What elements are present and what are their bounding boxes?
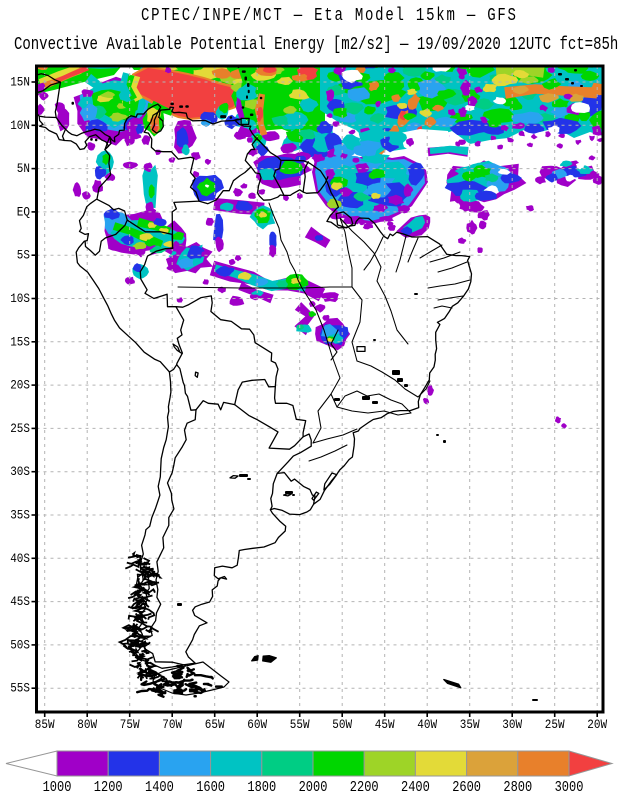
- svg-text:15S: 15S: [10, 334, 30, 349]
- svg-text:80W: 80W: [77, 717, 97, 732]
- svg-text:1800: 1800: [247, 780, 276, 797]
- svg-text:85W: 85W: [35, 717, 55, 732]
- svg-text:10S: 10S: [10, 291, 30, 306]
- svg-text:40W: 40W: [417, 717, 437, 732]
- svg-text:10N: 10N: [10, 118, 30, 133]
- svg-text:40S: 40S: [10, 551, 30, 566]
- svg-text:2400: 2400: [401, 780, 430, 797]
- svg-text:5S: 5S: [17, 248, 30, 263]
- svg-text:55W: 55W: [290, 717, 310, 732]
- svg-text:45W: 45W: [375, 717, 395, 732]
- svg-text:15N: 15N: [10, 75, 30, 90]
- svg-text:5N: 5N: [17, 161, 30, 176]
- svg-text:3000: 3000: [555, 780, 584, 797]
- svg-text:20S: 20S: [10, 378, 30, 393]
- svg-text:35S: 35S: [10, 508, 30, 523]
- svg-text:25S: 25S: [10, 421, 30, 436]
- svg-text:25W: 25W: [545, 717, 565, 732]
- svg-text:50W: 50W: [332, 717, 352, 732]
- svg-text:2200: 2200: [350, 780, 379, 797]
- svg-text:30S: 30S: [10, 464, 30, 479]
- svg-text:1600: 1600: [196, 780, 225, 797]
- svg-text:65W: 65W: [205, 717, 225, 732]
- svg-text:75W: 75W: [120, 717, 140, 732]
- svg-text:45S: 45S: [10, 594, 30, 609]
- svg-text:70W: 70W: [162, 717, 182, 732]
- svg-text:EQ: EQ: [17, 205, 30, 220]
- svg-text:CPTEC/INPE/MCT — Eta Model 15: CPTEC/INPE/MCT — Eta Model 15km — GFS: [141, 4, 518, 25]
- svg-text:1200: 1200: [94, 780, 123, 797]
- svg-text:2800: 2800: [503, 780, 532, 797]
- svg-text:55S: 55S: [10, 681, 30, 696]
- svg-text:60W: 60W: [247, 717, 267, 732]
- svg-text:2000: 2000: [299, 780, 328, 797]
- svg-text:1400: 1400: [145, 780, 174, 797]
- svg-text:50S: 50S: [10, 638, 30, 653]
- svg-text:1000: 1000: [43, 780, 72, 797]
- svg-text:20W: 20W: [587, 717, 607, 732]
- svg-text:2600: 2600: [452, 780, 481, 797]
- svg-text:35W: 35W: [460, 717, 480, 732]
- svg-text:Convective Available Potential: Convective Available Potential Energy [m…: [14, 33, 618, 54]
- svg-text:30W: 30W: [502, 717, 522, 732]
